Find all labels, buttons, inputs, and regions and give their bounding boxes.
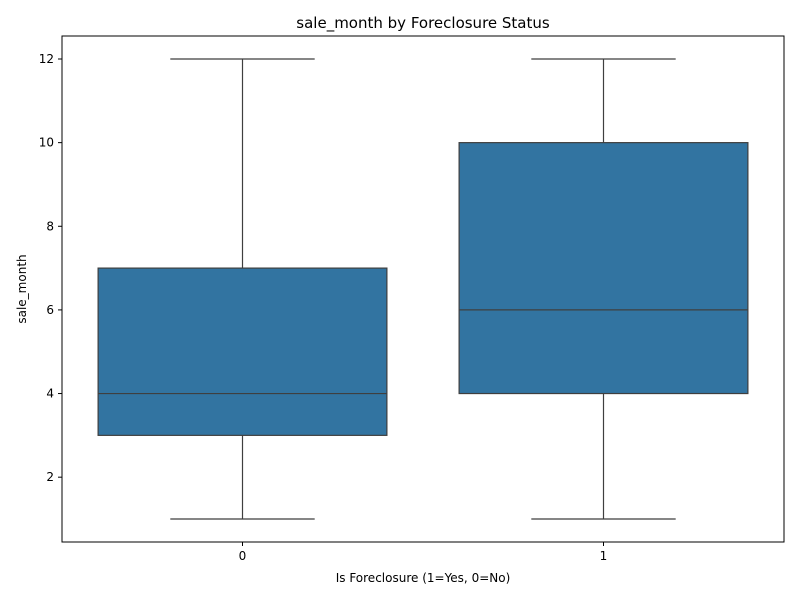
y-tick-label-6: 6 [46,303,54,317]
plot-area-frame [61,35,785,543]
boxes-layer [97,58,749,520]
box-group-1 [458,58,749,520]
x-tick-label-1: 1 [600,549,608,563]
iqr-box-0 [97,267,388,436]
y-axis-ticks: 2 4 6 8 10 12 [39,52,62,484]
y-tick-label-2: 2 [46,470,54,484]
chart-title: sale_month by Foreclosure Status [296,14,550,33]
x-tick-label-0: 0 [239,549,247,563]
y-tick-label-8: 8 [46,219,54,233]
y-tick-label-12: 12 [39,52,54,66]
iqr-box-1 [458,142,749,395]
box-group-0 [97,58,388,520]
y-axis-label: sale_month [15,254,29,323]
x-axis-label: Is Foreclosure (1=Yes, 0=No) [336,571,511,585]
y-tick-label-10: 10 [39,136,54,150]
y-tick-label-4: 4 [46,387,54,401]
